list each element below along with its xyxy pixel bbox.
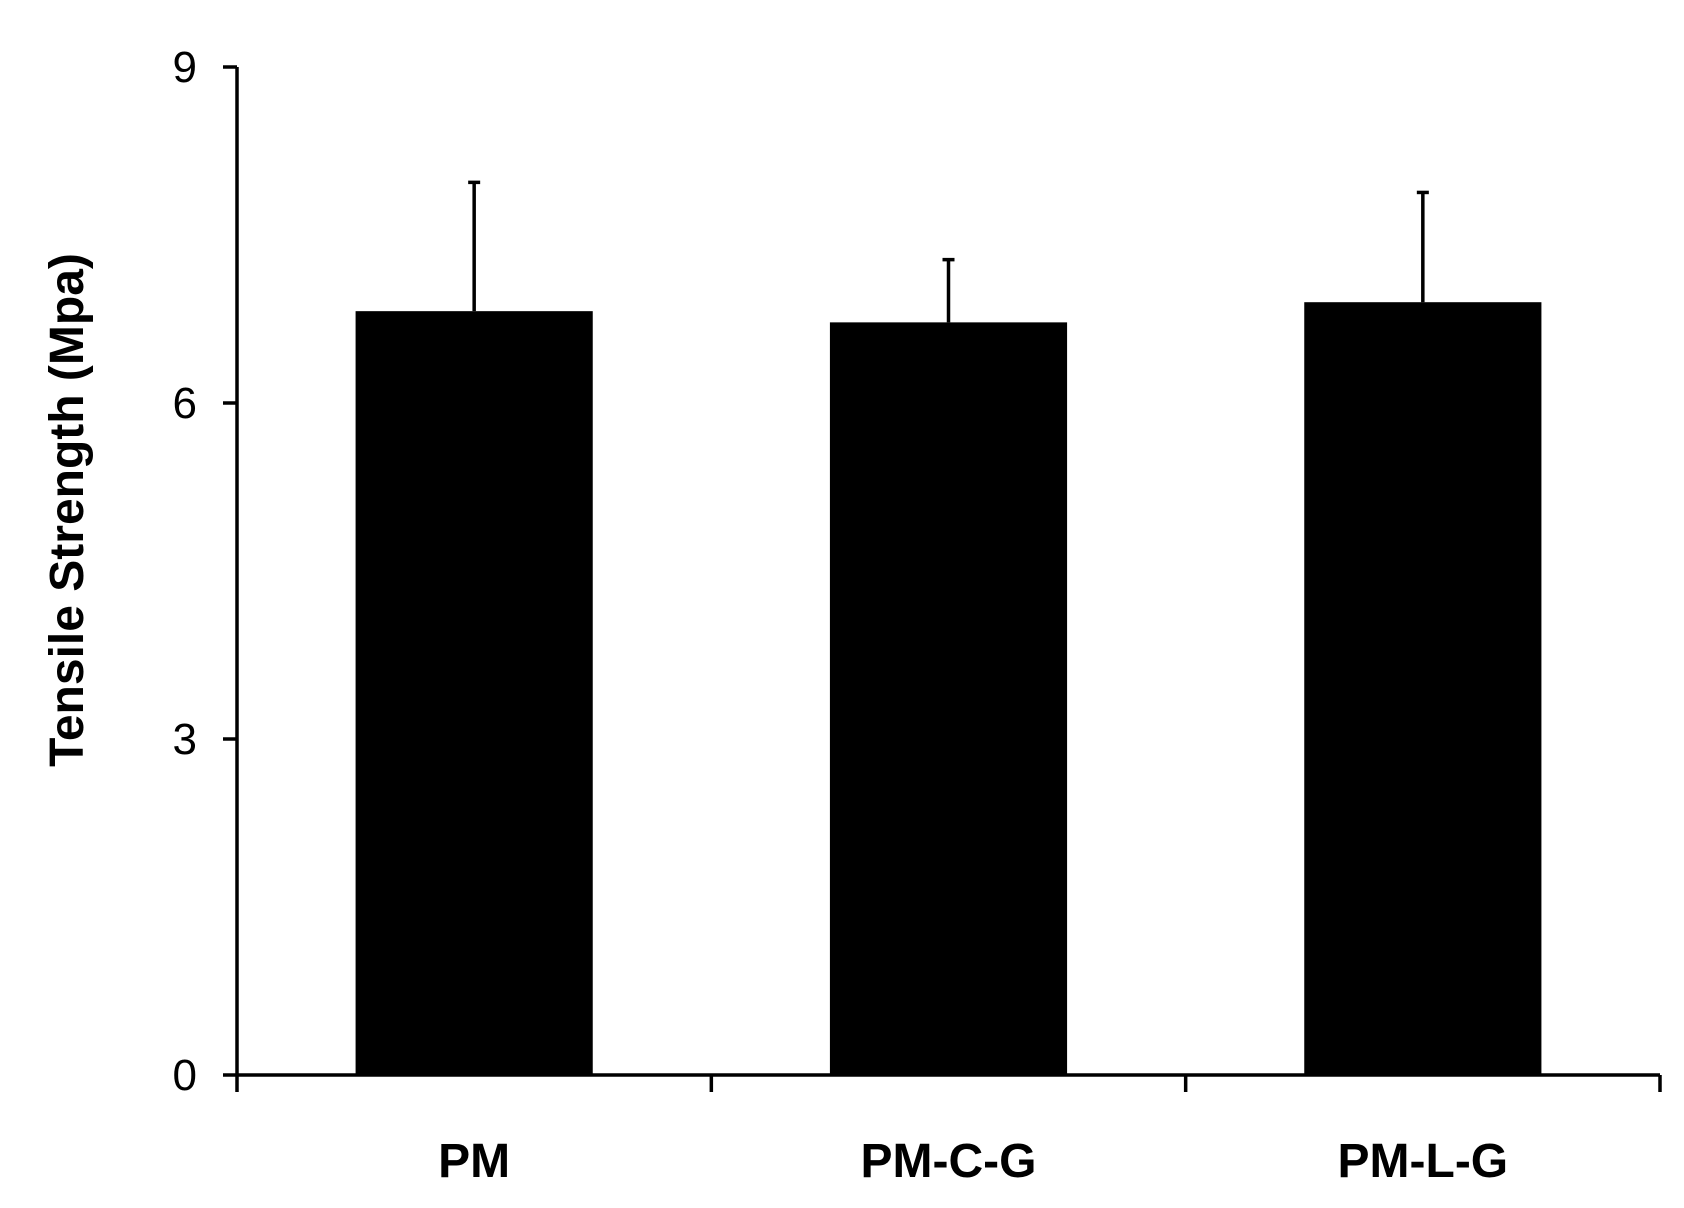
y-axis-title: Tensile Strength (Mpa) (41, 253, 94, 767)
y-tick-label: 3 (173, 715, 197, 764)
category-label: PM (438, 1135, 510, 1188)
bar (829, 322, 1068, 1075)
y-tick-label: 6 (173, 379, 197, 428)
error-bars (468, 180, 1429, 323)
bar (1304, 302, 1542, 1075)
y-tick-label: 0 (173, 1051, 197, 1100)
bar (355, 311, 593, 1075)
x-axis (235, 1073, 1662, 1092)
category-label: PM-C-G (861, 1135, 1037, 1188)
y-tick-label: 9 (173, 43, 197, 92)
category-labels: PM PM-C-G PM-L-G (438, 1135, 1508, 1188)
y-axis: 0 3 6 9 (173, 43, 239, 1100)
category-label: PM-L-G (1338, 1135, 1509, 1188)
bars (355, 302, 1542, 1075)
